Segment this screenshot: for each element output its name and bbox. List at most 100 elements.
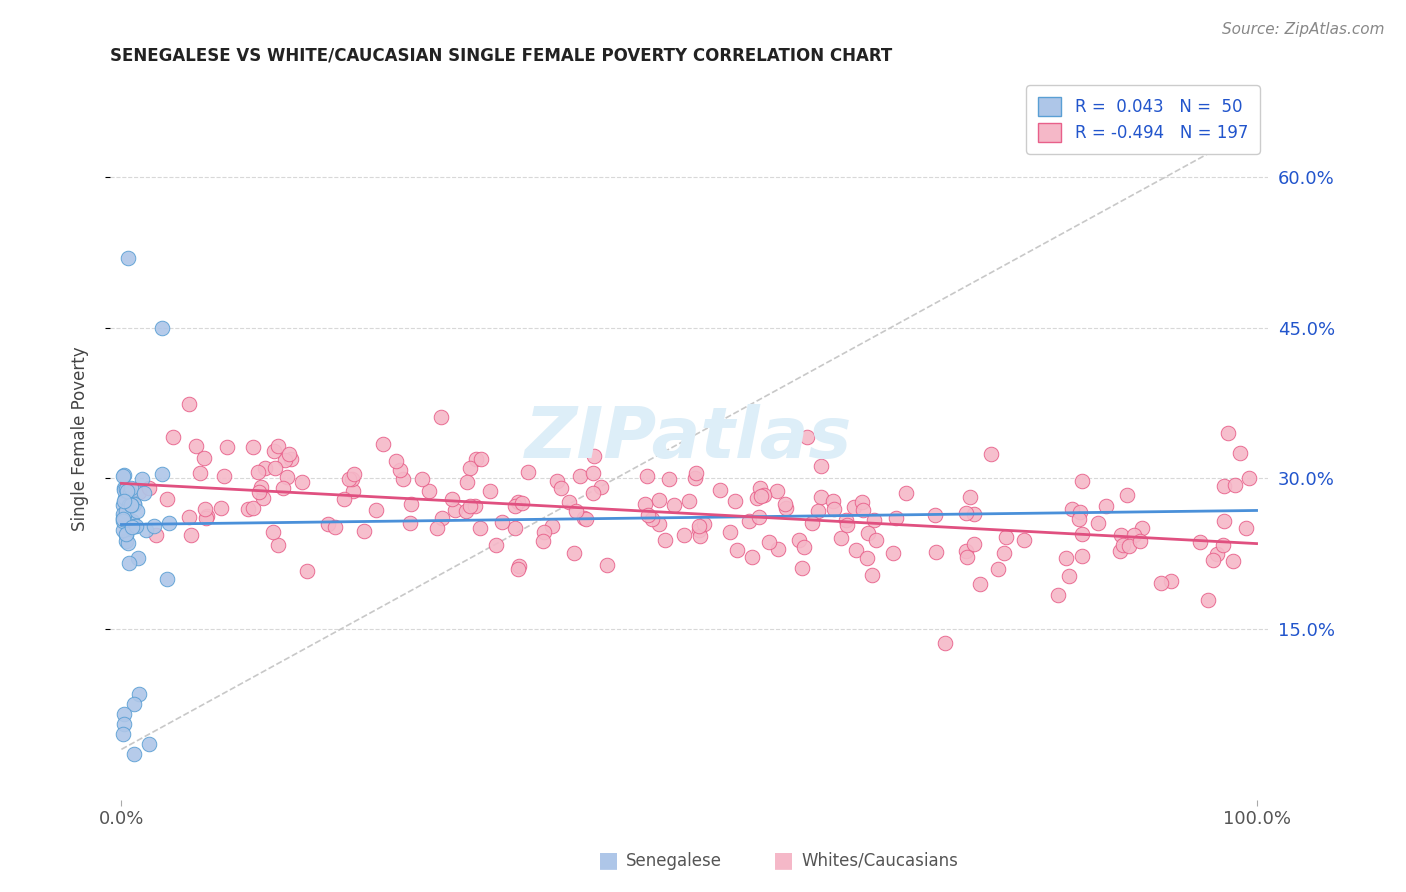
- Point: [1109, 528, 1132, 542]
- Point: [399, 516, 422, 530]
- Point: [693, 517, 716, 532]
- Point: [565, 504, 588, 518]
- Point: [634, 497, 657, 511]
- Point: [440, 491, 463, 506]
- Point: [180, 527, 202, 541]
- Point: [1205, 547, 1227, 561]
- Point: [194, 510, 217, 524]
- Point: [758, 534, 780, 549]
- Point: [749, 489, 772, 503]
- Text: Senegalese: Senegalese: [626, 852, 721, 870]
- Point: [959, 490, 981, 504]
- Point: [775, 500, 797, 515]
- Point: [111, 523, 134, 537]
- Point: [963, 537, 986, 551]
- Point: [478, 484, 501, 499]
- Point: [516, 465, 538, 479]
- Point: [112, 717, 135, 731]
- Point: [247, 484, 270, 499]
- Point: [768, 541, 790, 556]
- Point: [333, 491, 356, 506]
- Point: [430, 510, 453, 524]
- Point: [1129, 534, 1152, 549]
- Point: [1236, 521, 1258, 535]
- Point: [118, 486, 141, 500]
- Point: [177, 510, 200, 524]
- Point: [793, 540, 815, 554]
- Point: [689, 529, 711, 543]
- Point: [1012, 533, 1035, 547]
- Point: [157, 516, 180, 530]
- Point: [709, 483, 731, 497]
- Point: [582, 449, 605, 463]
- Point: [143, 519, 166, 533]
- Point: [725, 543, 748, 558]
- Point: [969, 577, 991, 591]
- Point: [264, 461, 287, 475]
- Point: [575, 512, 598, 526]
- Point: [569, 468, 592, 483]
- Point: [122, 497, 145, 511]
- Point: [121, 514, 143, 528]
- Point: [672, 527, 695, 541]
- Point: [114, 491, 136, 505]
- Point: [184, 439, 207, 453]
- Point: [508, 558, 530, 573]
- Point: [980, 447, 1002, 461]
- Point: [247, 466, 270, 480]
- Point: [724, 494, 747, 508]
- Point: [531, 533, 554, 548]
- Point: [718, 524, 741, 539]
- Point: [508, 494, 530, 508]
- Point: [392, 472, 415, 486]
- Point: [745, 491, 768, 506]
- Point: [267, 538, 290, 552]
- Point: [458, 500, 481, 514]
- Point: [1222, 554, 1244, 568]
- Point: [533, 525, 555, 540]
- Point: [277, 447, 299, 461]
- Point: [648, 516, 671, 531]
- Point: [896, 485, 918, 500]
- Point: [120, 498, 142, 512]
- Text: ■: ■: [598, 850, 619, 870]
- Point: [127, 504, 149, 518]
- Point: [773, 497, 796, 511]
- Point: [1071, 526, 1094, 541]
- Point: [122, 747, 145, 762]
- Point: [135, 524, 157, 538]
- Point: [115, 527, 138, 541]
- Point: [562, 546, 585, 560]
- Point: [1229, 446, 1251, 460]
- Point: [456, 475, 478, 489]
- Point: [1202, 553, 1225, 567]
- Point: [856, 551, 879, 566]
- Point: [127, 550, 149, 565]
- Point: [637, 508, 659, 523]
- Point: [748, 510, 770, 524]
- Point: [800, 516, 823, 531]
- Point: [131, 472, 153, 486]
- Point: [741, 549, 763, 564]
- Point: [1188, 535, 1211, 549]
- Point: [596, 558, 619, 573]
- Point: [117, 536, 139, 550]
- Point: [343, 467, 366, 482]
- Point: [1218, 426, 1240, 441]
- Point: [1122, 528, 1144, 542]
- Point: [401, 497, 423, 511]
- Point: [842, 500, 865, 514]
- Point: [152, 320, 174, 334]
- Point: [112, 493, 135, 508]
- Point: [120, 498, 142, 512]
- Point: [138, 481, 160, 495]
- Point: [111, 727, 134, 741]
- Point: [254, 461, 277, 475]
- Point: [546, 475, 568, 489]
- Point: [860, 568, 883, 582]
- Point: [111, 508, 134, 522]
- Point: [190, 467, 212, 481]
- Point: [115, 534, 138, 549]
- Point: [1087, 516, 1109, 530]
- Point: [267, 439, 290, 453]
